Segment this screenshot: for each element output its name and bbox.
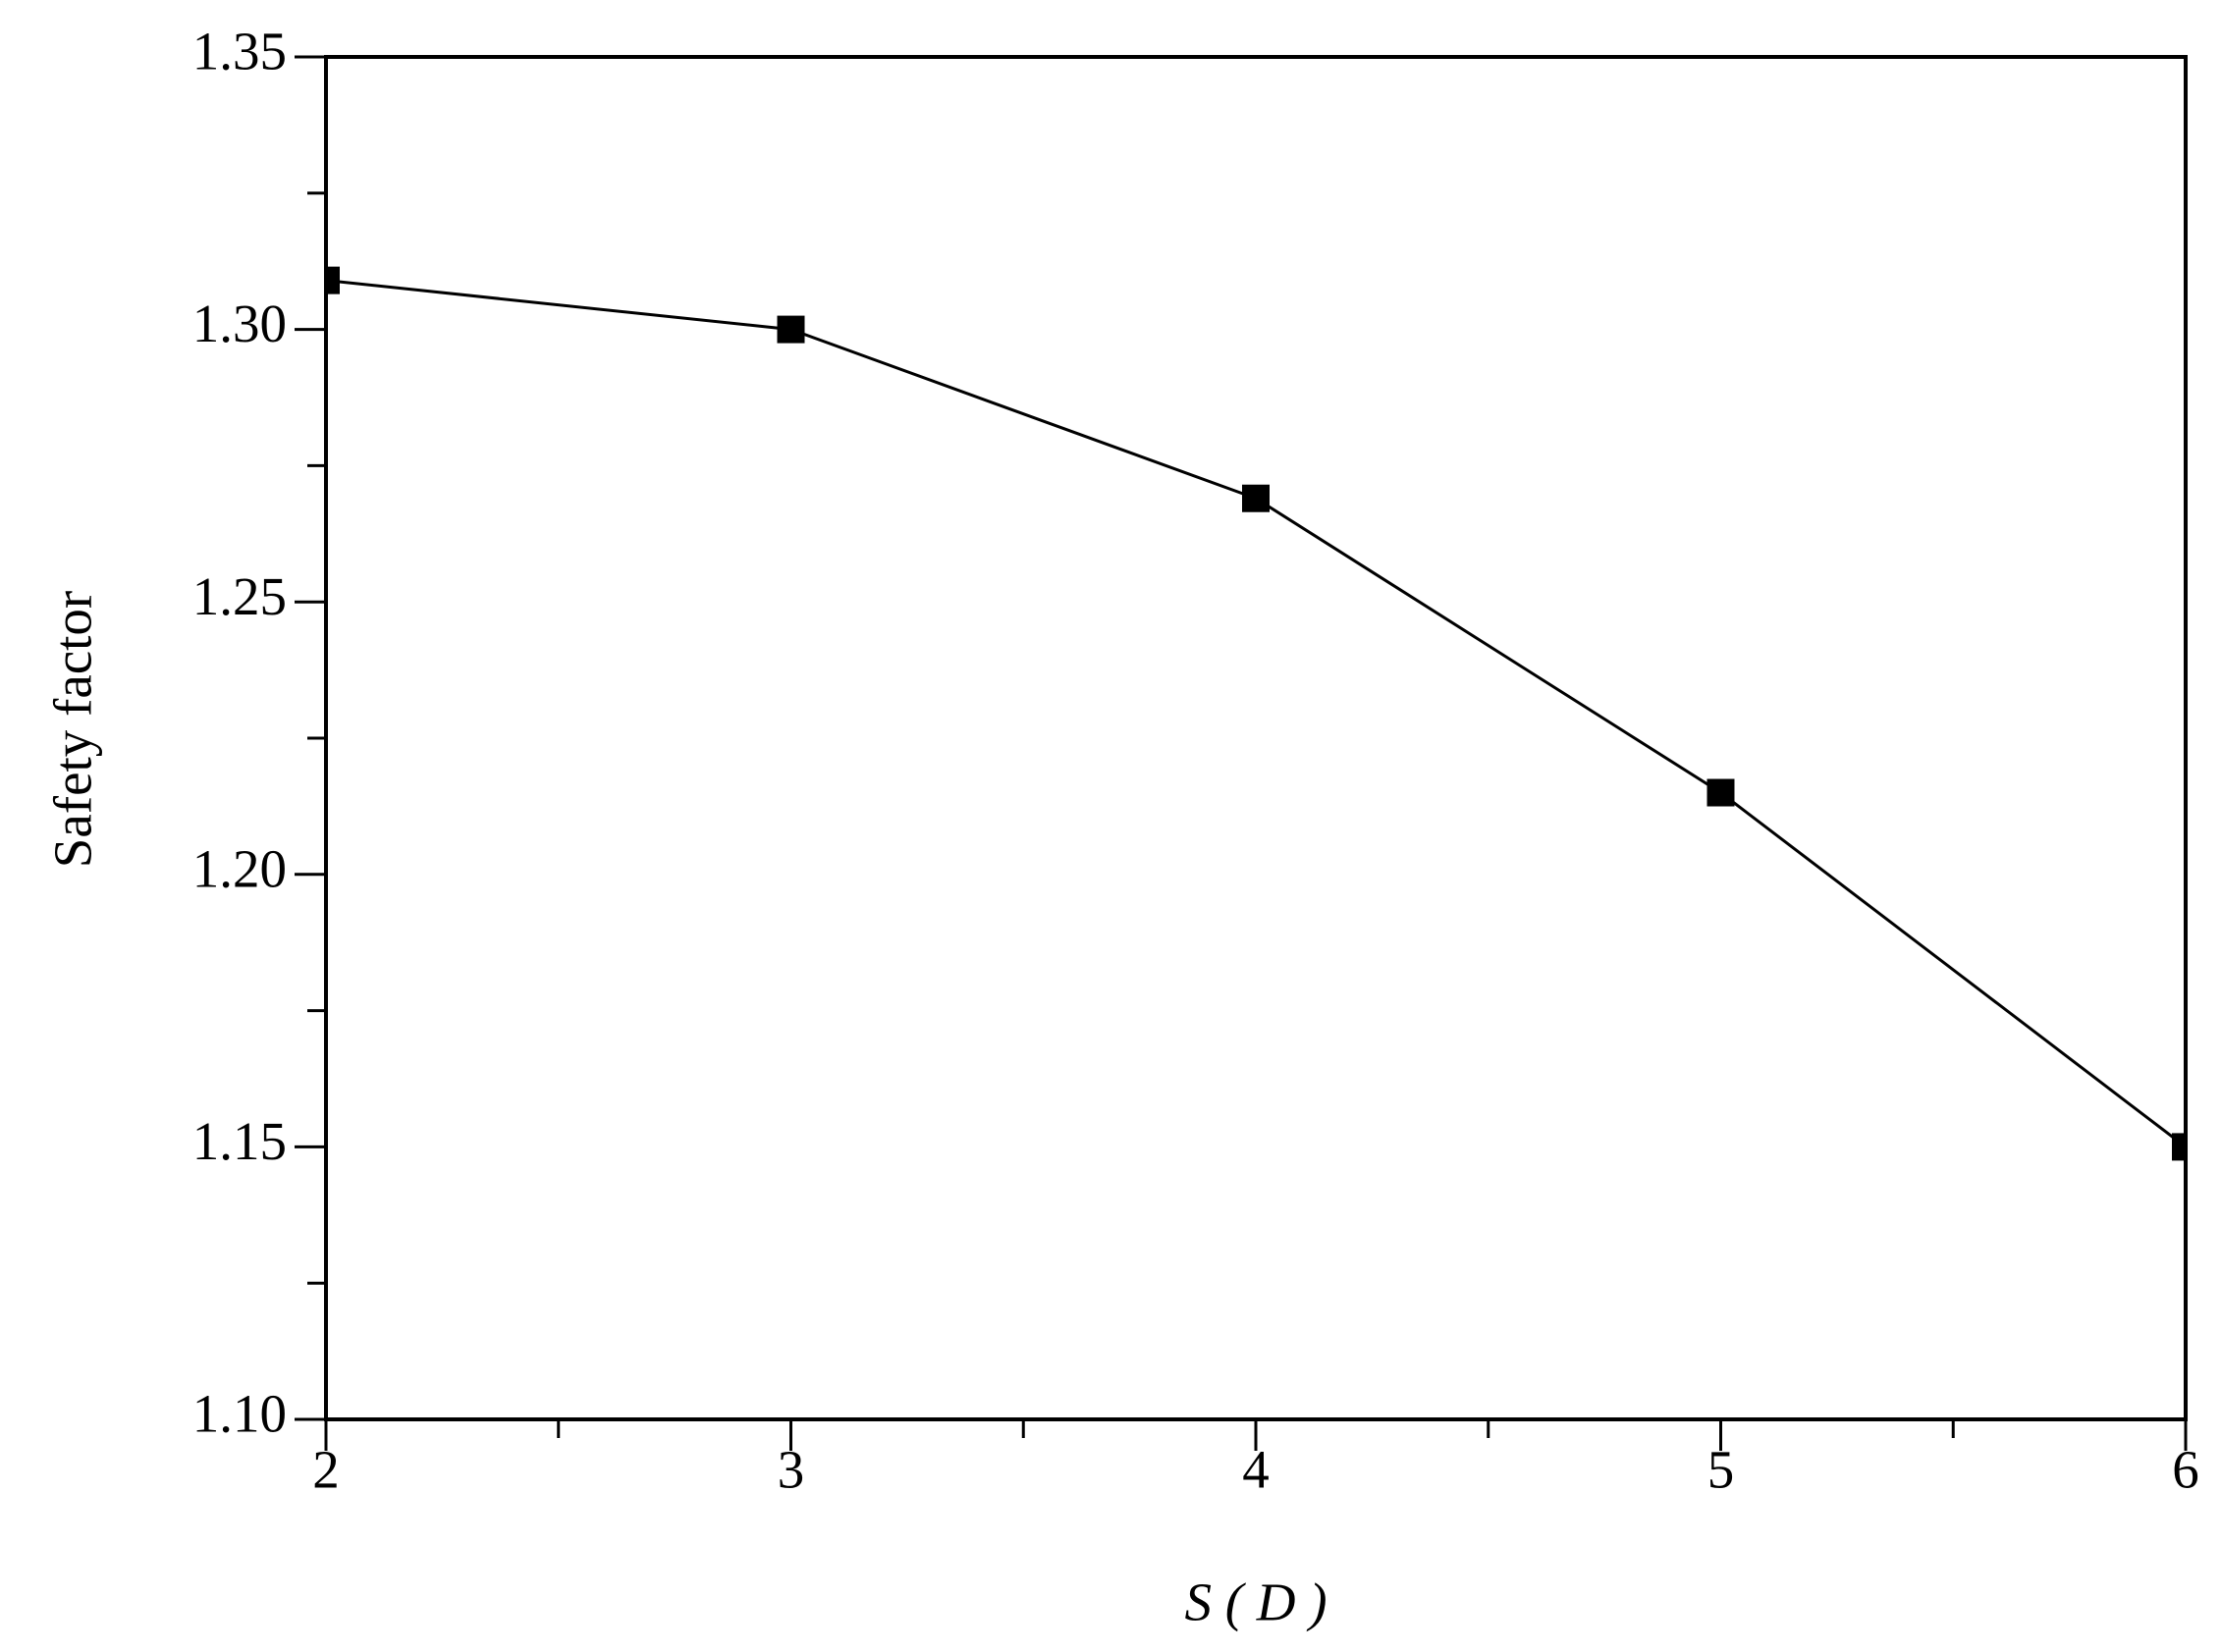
x-tick-label: 5 xyxy=(1707,1440,1735,1500)
plot-area xyxy=(326,266,2186,1161)
marker xyxy=(1706,778,1735,807)
y-axis-label: Safety factor xyxy=(43,591,103,869)
x-tick-label: 3 xyxy=(778,1440,805,1500)
marker xyxy=(326,266,340,294)
series-line xyxy=(326,279,2186,1148)
y-tick-label: 1.10 xyxy=(192,1384,287,1444)
y-tick-label: 1.25 xyxy=(192,566,287,626)
marker xyxy=(2172,1133,2186,1161)
y-tick-label: 1.30 xyxy=(192,293,287,353)
y-tick-label: 1.20 xyxy=(192,838,287,898)
marker xyxy=(777,315,805,344)
y-tick-label: 1.15 xyxy=(192,1111,287,1171)
marker xyxy=(1242,484,1270,512)
x-tick-label: 2 xyxy=(312,1440,340,1500)
x-axis-label: S ( D ) xyxy=(1184,1572,1327,1632)
x-tick-label: 6 xyxy=(2172,1440,2199,1500)
x-tick-label: 4 xyxy=(1242,1440,1270,1500)
y-tick-label: 1.35 xyxy=(192,22,287,81)
plot-frame xyxy=(324,55,2188,1421)
